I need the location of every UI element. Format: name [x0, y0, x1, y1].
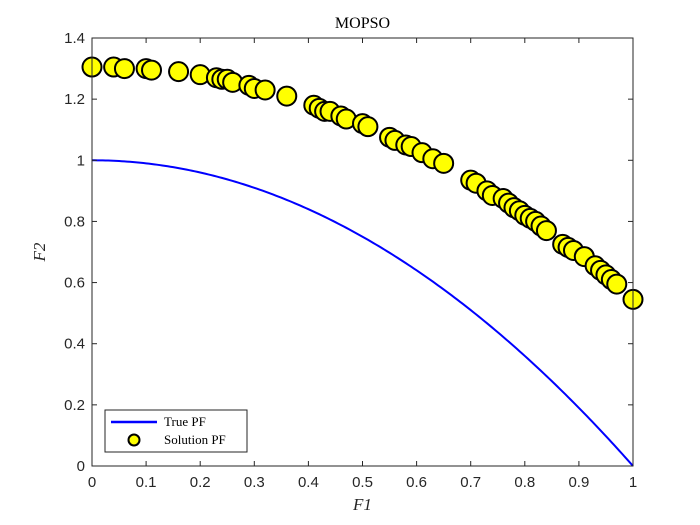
- x-tick-label: 0.3: [244, 474, 265, 491]
- solution-pf-point: [357, 116, 379, 138]
- solution-pf-point: [276, 85, 298, 107]
- legend-solution-pf-swatch: [127, 433, 141, 447]
- x-tick-label: 0: [88, 474, 96, 491]
- legend: True PF Solution PF: [104, 409, 248, 453]
- true-pf-series: [92, 159, 634, 467]
- solution-pf-point: [254, 79, 276, 101]
- x-axis: 0 0.1 0.2 0.3 0.4 0.5 0.6 0.7 0.8 0.9 1: [88, 38, 637, 491]
- plot-area: [92, 38, 633, 466]
- x-tick-label: 0.2: [190, 474, 211, 491]
- y-tick-label: 0.2: [64, 397, 85, 414]
- solution-pf-series: [81, 56, 644, 310]
- legend-box: [104, 409, 248, 453]
- solution-pf-point: [113, 58, 135, 80]
- solution-pf-point: [606, 273, 628, 295]
- y-tick-label: 0.6: [64, 275, 85, 292]
- y-tick-label: 0: [77, 458, 85, 475]
- x-tick-label: 0.4: [298, 474, 319, 491]
- legend-true-pf-label: True PF: [164, 414, 206, 429]
- x-tick-label: 0.6: [406, 474, 427, 491]
- x-tick-label: 0.8: [514, 474, 535, 491]
- solution-pf-point: [141, 59, 163, 81]
- y-axis: 0 0.2 0.4 0.6 0.8 1 1.2 1.4: [64, 30, 633, 475]
- x-tick-label: 0.9: [568, 474, 589, 491]
- x-tick-label: 0.1: [136, 474, 157, 491]
- x-tick-label: 0.7: [460, 474, 481, 491]
- solution-pf-point: [535, 220, 557, 242]
- solution-pf-point: [433, 152, 455, 174]
- y-tick-label: 1: [77, 152, 85, 169]
- legend-solution-pf-label: Solution PF: [164, 432, 226, 447]
- y-tick-label: 0.8: [64, 213, 85, 230]
- x-tick-label: 0.5: [352, 474, 373, 491]
- x-tick-label: 1: [629, 474, 637, 491]
- chart-title: MOPSO: [335, 15, 390, 32]
- y-tick-label: 1.4: [64, 30, 85, 47]
- true-pf-line: [92, 159, 634, 467]
- y-tick-label: 1.2: [64, 91, 85, 108]
- solution-pf-point: [168, 61, 190, 83]
- x-axis-label: F1: [352, 495, 372, 514]
- y-tick-label: 0.4: [64, 336, 85, 353]
- y-axis-label: F2: [30, 242, 49, 262]
